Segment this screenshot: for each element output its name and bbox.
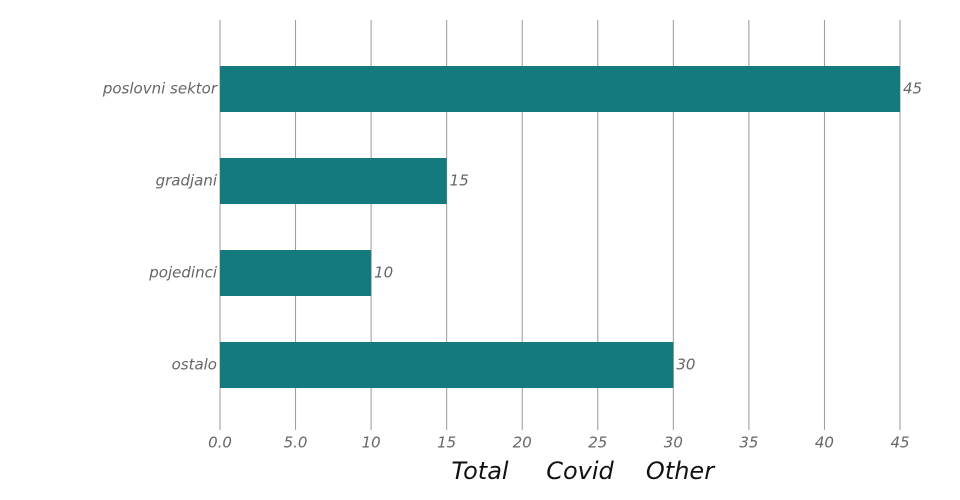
bar	[220, 250, 372, 296]
value-label: 10	[374, 264, 393, 282]
y-tick-label: poslovni sektor	[102, 80, 218, 98]
tab[interactable]: Other	[646, 457, 716, 485]
y-tick-label: pojedinci	[148, 264, 218, 282]
bar	[220, 342, 674, 388]
value-label: 30	[676, 356, 695, 374]
x-tick-label: 45	[890, 434, 909, 452]
x-tick-label: 0.0	[208, 434, 232, 452]
tab[interactable]: Total	[451, 457, 508, 485]
x-tick-label: 40	[815, 434, 834, 452]
x-tick-label: 35	[739, 434, 758, 452]
x-tick-label: 30	[664, 434, 683, 452]
value-label: 45	[903, 80, 922, 98]
x-tick-label: 25	[588, 434, 607, 452]
bar	[220, 158, 447, 204]
x-tick-label: 15	[437, 434, 456, 452]
y-tick-label: ostalo	[172, 356, 217, 374]
y-tick-label: gradjani	[156, 172, 218, 190]
x-tick-label: 20	[513, 434, 532, 452]
tab[interactable]: Covid	[546, 457, 614, 485]
value-label: 15	[450, 172, 469, 190]
x-tick-label: 5.0	[284, 434, 308, 452]
bar	[220, 66, 900, 112]
x-tick-label: 10	[362, 434, 381, 452]
